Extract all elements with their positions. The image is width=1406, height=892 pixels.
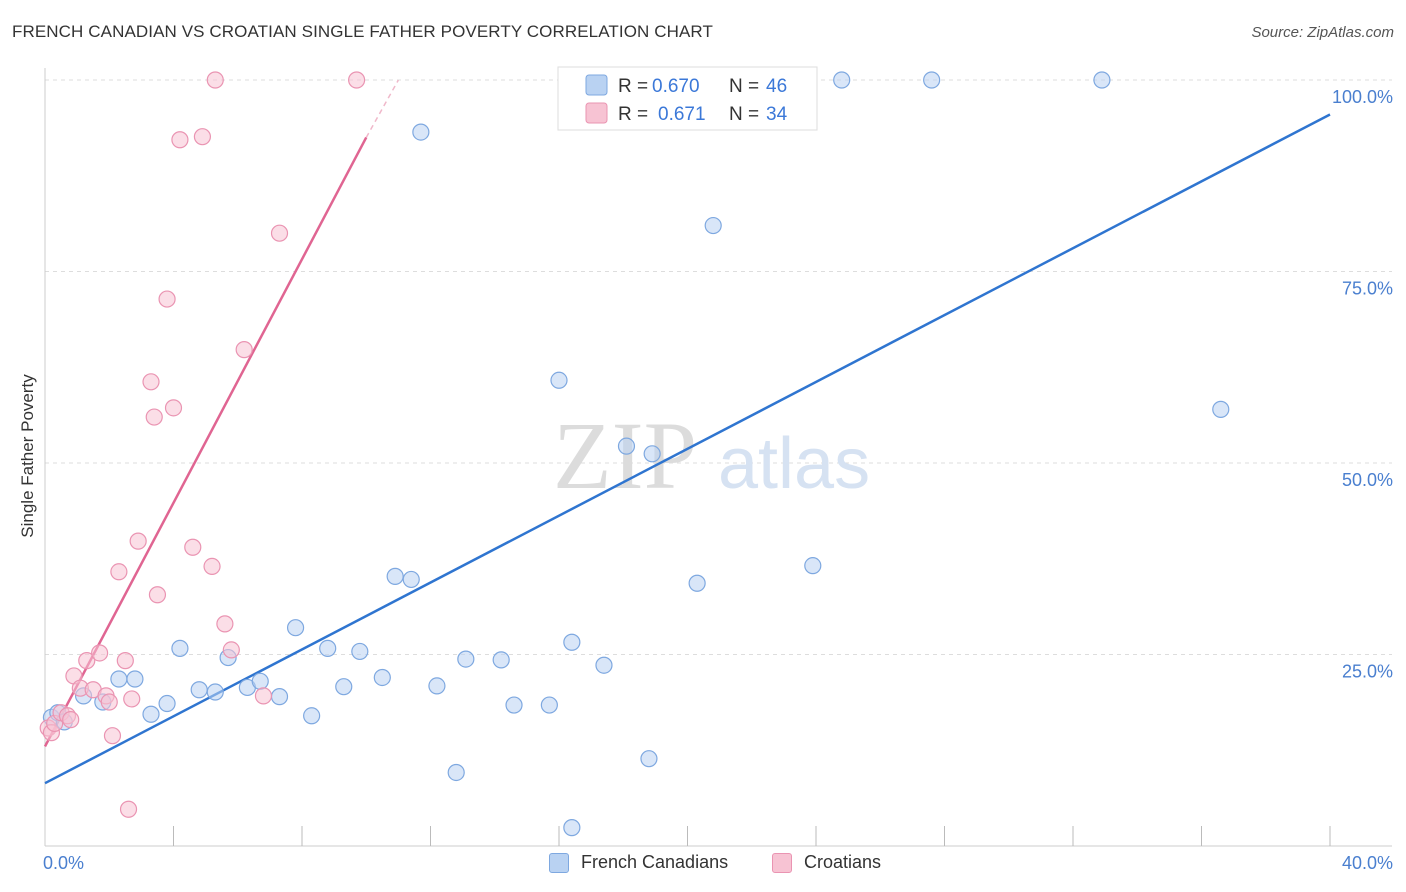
point-french-canadians-28 — [492, 651, 510, 669]
legend-swatch-croatians — [585, 102, 608, 124]
legend-box: R = 0.670 N = 46 R = 0.671 N = 34 — [557, 66, 818, 131]
point-french-canadians-43 — [923, 71, 941, 89]
watermark-atlas: atlas — [718, 424, 870, 504]
source-label: Source: ZipAtlas.com — [1251, 24, 1394, 41]
legend-r-label-french-canadians: R = — [618, 76, 648, 97]
point-french-canadians-36 — [640, 750, 658, 768]
point-french-canadians-9 — [171, 639, 189, 657]
series-legend: French Canadians Croatians — [0, 852, 1406, 878]
point-croatians-13 — [103, 727, 122, 745]
point-croatians-32 — [254, 687, 273, 705]
x-tick-label-max: 40.0% — [1342, 853, 1393, 873]
point-french-canadians-37 — [643, 445, 661, 463]
x-tick-label-min: 0.0% — [43, 853, 84, 873]
point-french-canadians-26 — [447, 763, 465, 782]
point-french-canadians-23 — [402, 570, 420, 589]
series-legend-label-croatians: Croatians — [804, 852, 882, 872]
point-french-canadians-33 — [563, 633, 581, 651]
point-french-canadians-10 — [190, 681, 208, 699]
y-tick-label-75: 75.0% — [1342, 279, 1393, 299]
point-croatians-20 — [145, 408, 163, 426]
point-croatians-10 — [91, 644, 109, 662]
point-french-canadians-32 — [563, 819, 581, 837]
point-croatians-12 — [100, 693, 118, 711]
point-croatians-34 — [348, 71, 366, 89]
trend-line-french-canadians — [44, 113, 1331, 785]
series-legend-french-canadians: French Canadians — [549, 852, 728, 873]
y-tick-label-50: 50.0% — [1342, 470, 1393, 490]
point-croatians-17 — [123, 690, 141, 708]
point-croatians-33 — [270, 224, 289, 242]
point-french-canadians-25 — [428, 677, 446, 695]
point-french-canadians-27 — [457, 650, 475, 668]
point-croatians-22 — [158, 290, 176, 308]
point-french-canadians-14 — [251, 672, 269, 690]
series-legend-swatch-french-canadians — [549, 852, 569, 873]
point-french-canadians-20 — [351, 642, 369, 661]
point-french-canadians-17 — [303, 707, 321, 725]
point-french-canadians-7 — [142, 705, 160, 723]
point-croatians-29 — [216, 615, 234, 633]
point-french-canadians-8 — [158, 694, 176, 713]
point-french-canadians-18 — [319, 639, 337, 657]
legend-r-value-french-canadians: 0.670 — [652, 76, 700, 97]
legend-swatch-french-canadians — [585, 74, 608, 96]
point-french-canadians-22 — [386, 567, 404, 585]
point-croatians-23 — [164, 399, 183, 417]
point-croatians-14 — [110, 563, 128, 581]
point-french-canadians-34 — [595, 656, 613, 674]
series-legend-swatch-croatians — [772, 852, 792, 873]
point-french-canadians-39 — [704, 216, 722, 235]
point-french-canadians-6 — [126, 670, 144, 688]
point-french-canadians-29 — [505, 696, 523, 714]
point-french-canadians-45 — [1212, 400, 1230, 418]
point-french-canadians-35 — [617, 437, 636, 455]
point-croatians-27 — [203, 557, 221, 576]
point-croatians-24 — [171, 131, 189, 149]
series-legend-label-french-canadians: French Canadians — [581, 852, 729, 872]
point-french-canadians-21 — [373, 668, 391, 687]
tick-labels: 25.0% 50.0% 75.0% 100.0% 0.0% 40.0% — [43, 87, 1393, 873]
point-croatians-26 — [193, 128, 212, 146]
legend-n-value-french-canadians: 46 — [766, 76, 787, 97]
point-croatians-15 — [116, 652, 134, 670]
point-croatians-30 — [222, 641, 240, 659]
point-croatians-16 — [119, 800, 138, 818]
y-tick-label-25: 25.0% — [1342, 662, 1393, 682]
point-croatians-28 — [206, 71, 224, 89]
point-french-canadians-19 — [335, 678, 353, 696]
legend-n-label-french-canadians: N = — [729, 76, 759, 97]
trend-line-croatians-extension — [365, 79, 400, 138]
legend-r-label-croatians: R = — [618, 104, 648, 125]
point-croatians-5 — [62, 711, 80, 729]
legend-n-value-croatians: 34 — [766, 104, 788, 125]
legend-r-value-croatians: 0.671 — [658, 104, 706, 125]
point-croatians-18 — [129, 532, 147, 550]
point-french-canadians-11 — [206, 683, 224, 701]
point-croatians-25 — [184, 538, 202, 556]
gridlines — [45, 79, 1392, 655]
point-french-canadians-31 — [550, 371, 568, 389]
point-french-canadians-5 — [110, 670, 128, 688]
point-croatians-8 — [78, 652, 96, 670]
point-french-canadians-38 — [688, 574, 706, 592]
series-legend-croatians: Croatians — [772, 852, 881, 873]
y-tick-label-100: 100.0% — [1332, 87, 1393, 107]
legend-n-label-croatians: N = — [729, 104, 759, 125]
point-french-canadians-44 — [1093, 71, 1111, 89]
point-french-canadians-41 — [804, 557, 822, 575]
point-french-canadians-24 — [412, 123, 430, 141]
point-french-canadians-42 — [833, 71, 851, 89]
point-french-canadians-16 — [286, 619, 305, 637]
point-croatians-19 — [142, 373, 160, 391]
point-croatians-31 — [235, 341, 253, 359]
point-croatians-21 — [148, 586, 167, 604]
point-french-canadians-30 — [540, 696, 558, 714]
point-french-canadians-15 — [270, 688, 289, 706]
chart-title: FRENCH CANADIAN VS CROATIAN SINGLE FATHE… — [12, 22, 713, 41]
